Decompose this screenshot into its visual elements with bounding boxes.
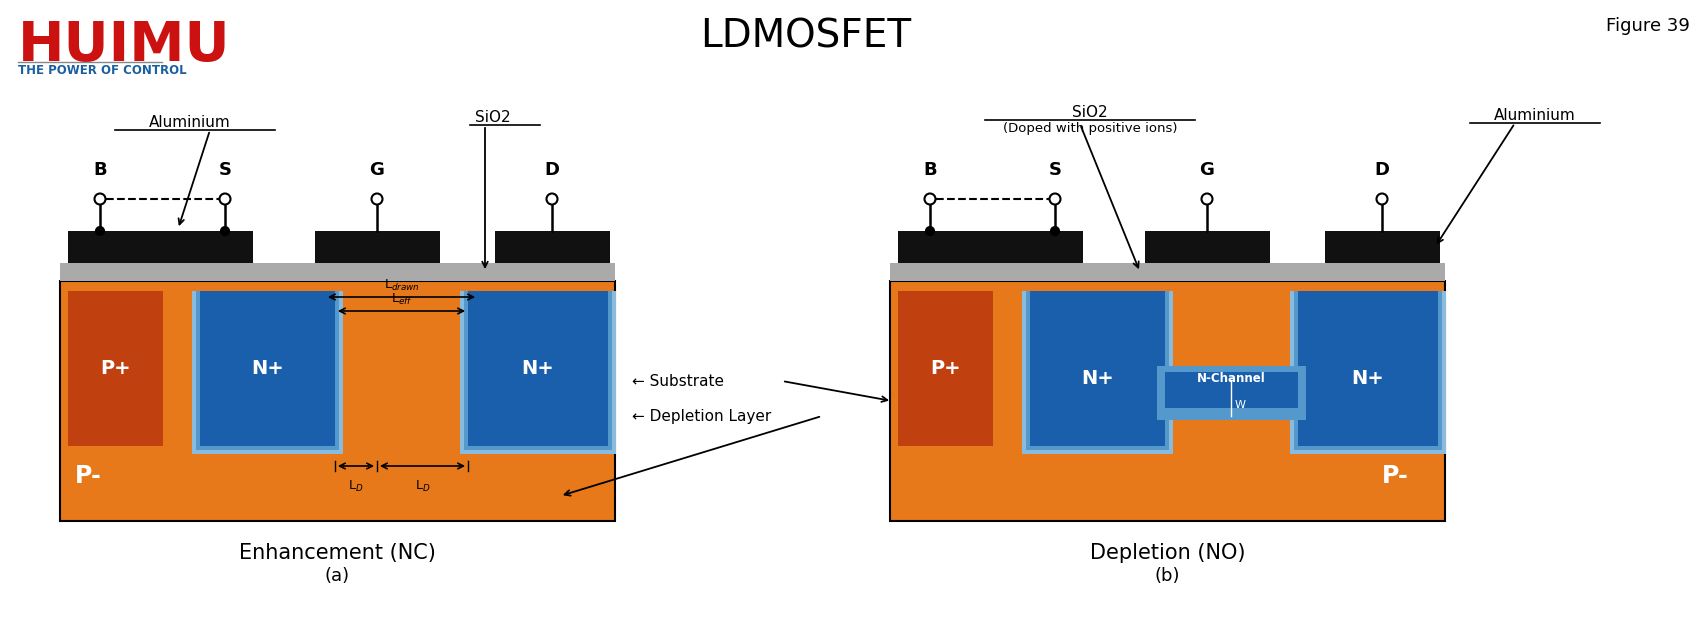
Text: D: D: [1375, 161, 1389, 179]
Text: P-: P-: [1382, 464, 1408, 488]
Bar: [1299, 291, 1438, 446]
Bar: [68, 291, 163, 446]
Circle shape: [1202, 194, 1212, 204]
Text: D: D: [545, 161, 560, 179]
Circle shape: [926, 227, 934, 235]
Bar: [1030, 291, 1164, 446]
Bar: [1164, 372, 1299, 408]
Text: N-Channel: N-Channel: [1197, 372, 1266, 384]
Text: N+: N+: [521, 359, 555, 378]
Text: ← Substrate: ← Substrate: [631, 374, 723, 389]
Text: ← Depletion Layer: ← Depletion Layer: [631, 408, 771, 423]
Circle shape: [546, 194, 558, 204]
Text: SiO2: SiO2: [1072, 105, 1108, 120]
Text: W: W: [1236, 400, 1246, 410]
Bar: [315, 231, 441, 263]
Circle shape: [95, 194, 106, 204]
Text: (b): (b): [1154, 567, 1179, 585]
Bar: [495, 231, 609, 263]
Bar: [1157, 366, 1305, 420]
Bar: [60, 263, 68, 281]
Bar: [1324, 231, 1440, 263]
Bar: [441, 263, 495, 281]
Bar: [60, 263, 614, 281]
Text: B: B: [94, 161, 107, 179]
Bar: [196, 291, 339, 450]
Circle shape: [924, 194, 936, 204]
Text: LDMOSFET: LDMOSFET: [700, 17, 911, 55]
Bar: [315, 231, 441, 263]
Text: Enhancement (NC): Enhancement (NC): [238, 543, 436, 563]
Bar: [460, 291, 616, 454]
Bar: [68, 231, 254, 263]
Bar: [890, 263, 1445, 281]
Text: SiO2: SiO2: [475, 110, 511, 125]
Text: HUIMU: HUIMU: [19, 19, 231, 73]
Bar: [1161, 366, 1302, 416]
Bar: [1294, 291, 1442, 450]
Bar: [465, 291, 613, 450]
Bar: [1145, 231, 1270, 263]
Bar: [192, 291, 344, 454]
Circle shape: [95, 227, 104, 235]
Text: L$_{eff}$: L$_{eff}$: [391, 292, 412, 307]
Bar: [201, 291, 335, 446]
Text: B: B: [922, 161, 936, 179]
Circle shape: [221, 227, 230, 235]
Text: L$_D$: L$_D$: [415, 479, 431, 494]
Text: (a): (a): [325, 567, 351, 585]
Bar: [495, 231, 609, 263]
Text: N+: N+: [1081, 369, 1113, 388]
Bar: [60, 281, 614, 521]
Text: (Doped with positive ions): (Doped with positive ions): [1002, 122, 1178, 135]
Bar: [899, 291, 992, 446]
Bar: [609, 263, 614, 281]
Text: Depletion (NO): Depletion (NO): [1089, 543, 1246, 563]
Bar: [60, 263, 614, 281]
Bar: [1021, 291, 1173, 454]
Text: G: G: [369, 161, 385, 179]
Bar: [68, 231, 254, 263]
Text: N+: N+: [1351, 369, 1384, 388]
Circle shape: [1377, 194, 1387, 204]
Circle shape: [220, 194, 230, 204]
Text: P+: P+: [100, 359, 131, 378]
Text: Figure 39: Figure 39: [1607, 17, 1690, 35]
Bar: [890, 281, 1445, 521]
Text: THE POWER OF CONTROL: THE POWER OF CONTROL: [19, 64, 187, 77]
Circle shape: [1052, 227, 1059, 235]
Bar: [1290, 291, 1447, 454]
Bar: [899, 231, 1082, 263]
Text: N+: N+: [252, 359, 284, 378]
Text: Aluminium: Aluminium: [1494, 108, 1576, 123]
Text: Aluminium: Aluminium: [150, 115, 231, 130]
Text: P-: P-: [75, 464, 102, 488]
Text: L$_{drawn}$: L$_{drawn}$: [383, 278, 419, 293]
Bar: [1026, 291, 1169, 450]
Circle shape: [1050, 194, 1060, 204]
Bar: [890, 263, 1445, 281]
Text: G: G: [1200, 161, 1215, 179]
Bar: [468, 291, 608, 446]
Circle shape: [371, 194, 383, 204]
Text: P+: P+: [931, 359, 962, 378]
Text: S: S: [1048, 161, 1062, 179]
Text: L$_D$: L$_D$: [349, 479, 364, 494]
Text: S: S: [218, 161, 231, 179]
Bar: [254, 263, 315, 281]
